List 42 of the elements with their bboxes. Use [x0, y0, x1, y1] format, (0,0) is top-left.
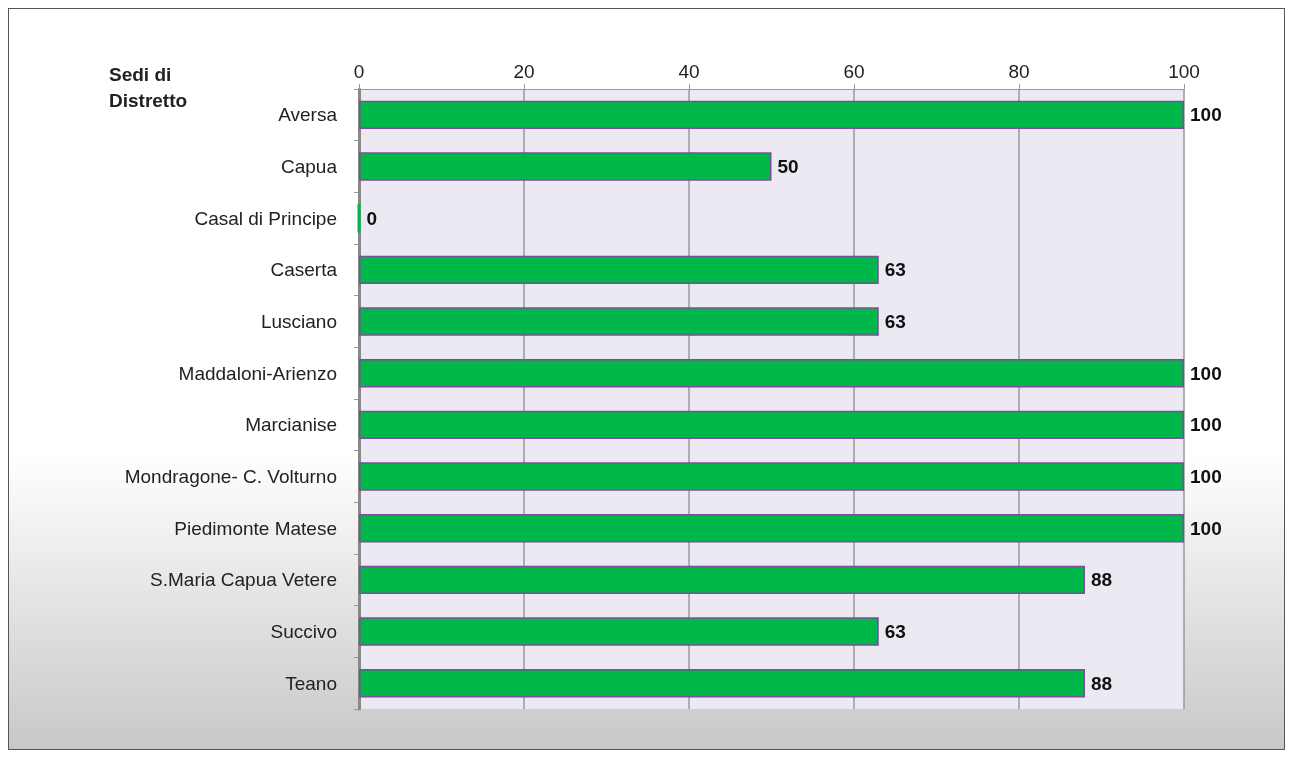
bar	[359, 255, 879, 285]
bar	[359, 513, 1184, 543]
y-axis-title: Sedi di Distretto	[109, 63, 188, 111]
y-tick-label: Aversa	[278, 104, 338, 126]
data-label: 0	[366, 207, 378, 229]
x-tick-label: 0	[353, 61, 365, 82]
data-label: 100	[1190, 362, 1222, 384]
bar	[359, 307, 879, 336]
bar	[359, 410, 1184, 440]
data-label: 100	[1190, 104, 1222, 126]
y-tick-label: Piedimonte Matese	[174, 517, 337, 539]
data-label: 100	[1190, 517, 1222, 539]
bar	[359, 668, 1085, 698]
data-label: 63	[884, 621, 906, 642]
bar	[359, 100, 1184, 130]
bar	[359, 358, 1184, 388]
y-tick-label: Maddaloni-Arienzo	[178, 362, 337, 384]
bar	[359, 617, 879, 646]
y-tick-label: S.Maria Capua Vetere	[150, 569, 337, 591]
y-tick-label: Teano	[285, 672, 337, 694]
data-label: 63	[884, 259, 906, 281]
y-tick-label: Capua	[281, 156, 338, 177]
data-label: 100	[1190, 466, 1222, 487]
y-tick-label: Mondragone- C. Volturno	[124, 466, 337, 487]
data-label: 63	[884, 311, 906, 332]
bar	[359, 565, 1085, 595]
x-tick-label: 60	[843, 61, 865, 82]
y-tick-label: Succivo	[270, 621, 337, 642]
x-tick-label: 40	[678, 61, 700, 82]
bar	[359, 152, 772, 181]
y-tick-label: Caserta	[270, 259, 338, 281]
data-label: 100	[1190, 414, 1222, 436]
y-tick-label: Marcianise	[245, 414, 337, 436]
data-label: 88	[1091, 569, 1113, 591]
data-label: 88	[1091, 672, 1113, 694]
data-label: 50	[777, 156, 799, 177]
y-tick-label: Lusciano	[260, 311, 337, 332]
x-tick-label: 100	[1168, 61, 1200, 82]
x-tick-label: 20	[513, 61, 535, 82]
x-tick-label: 80	[1008, 61, 1030, 82]
y-tick-label: Casal di Principe	[194, 207, 337, 229]
bar	[359, 462, 1184, 491]
